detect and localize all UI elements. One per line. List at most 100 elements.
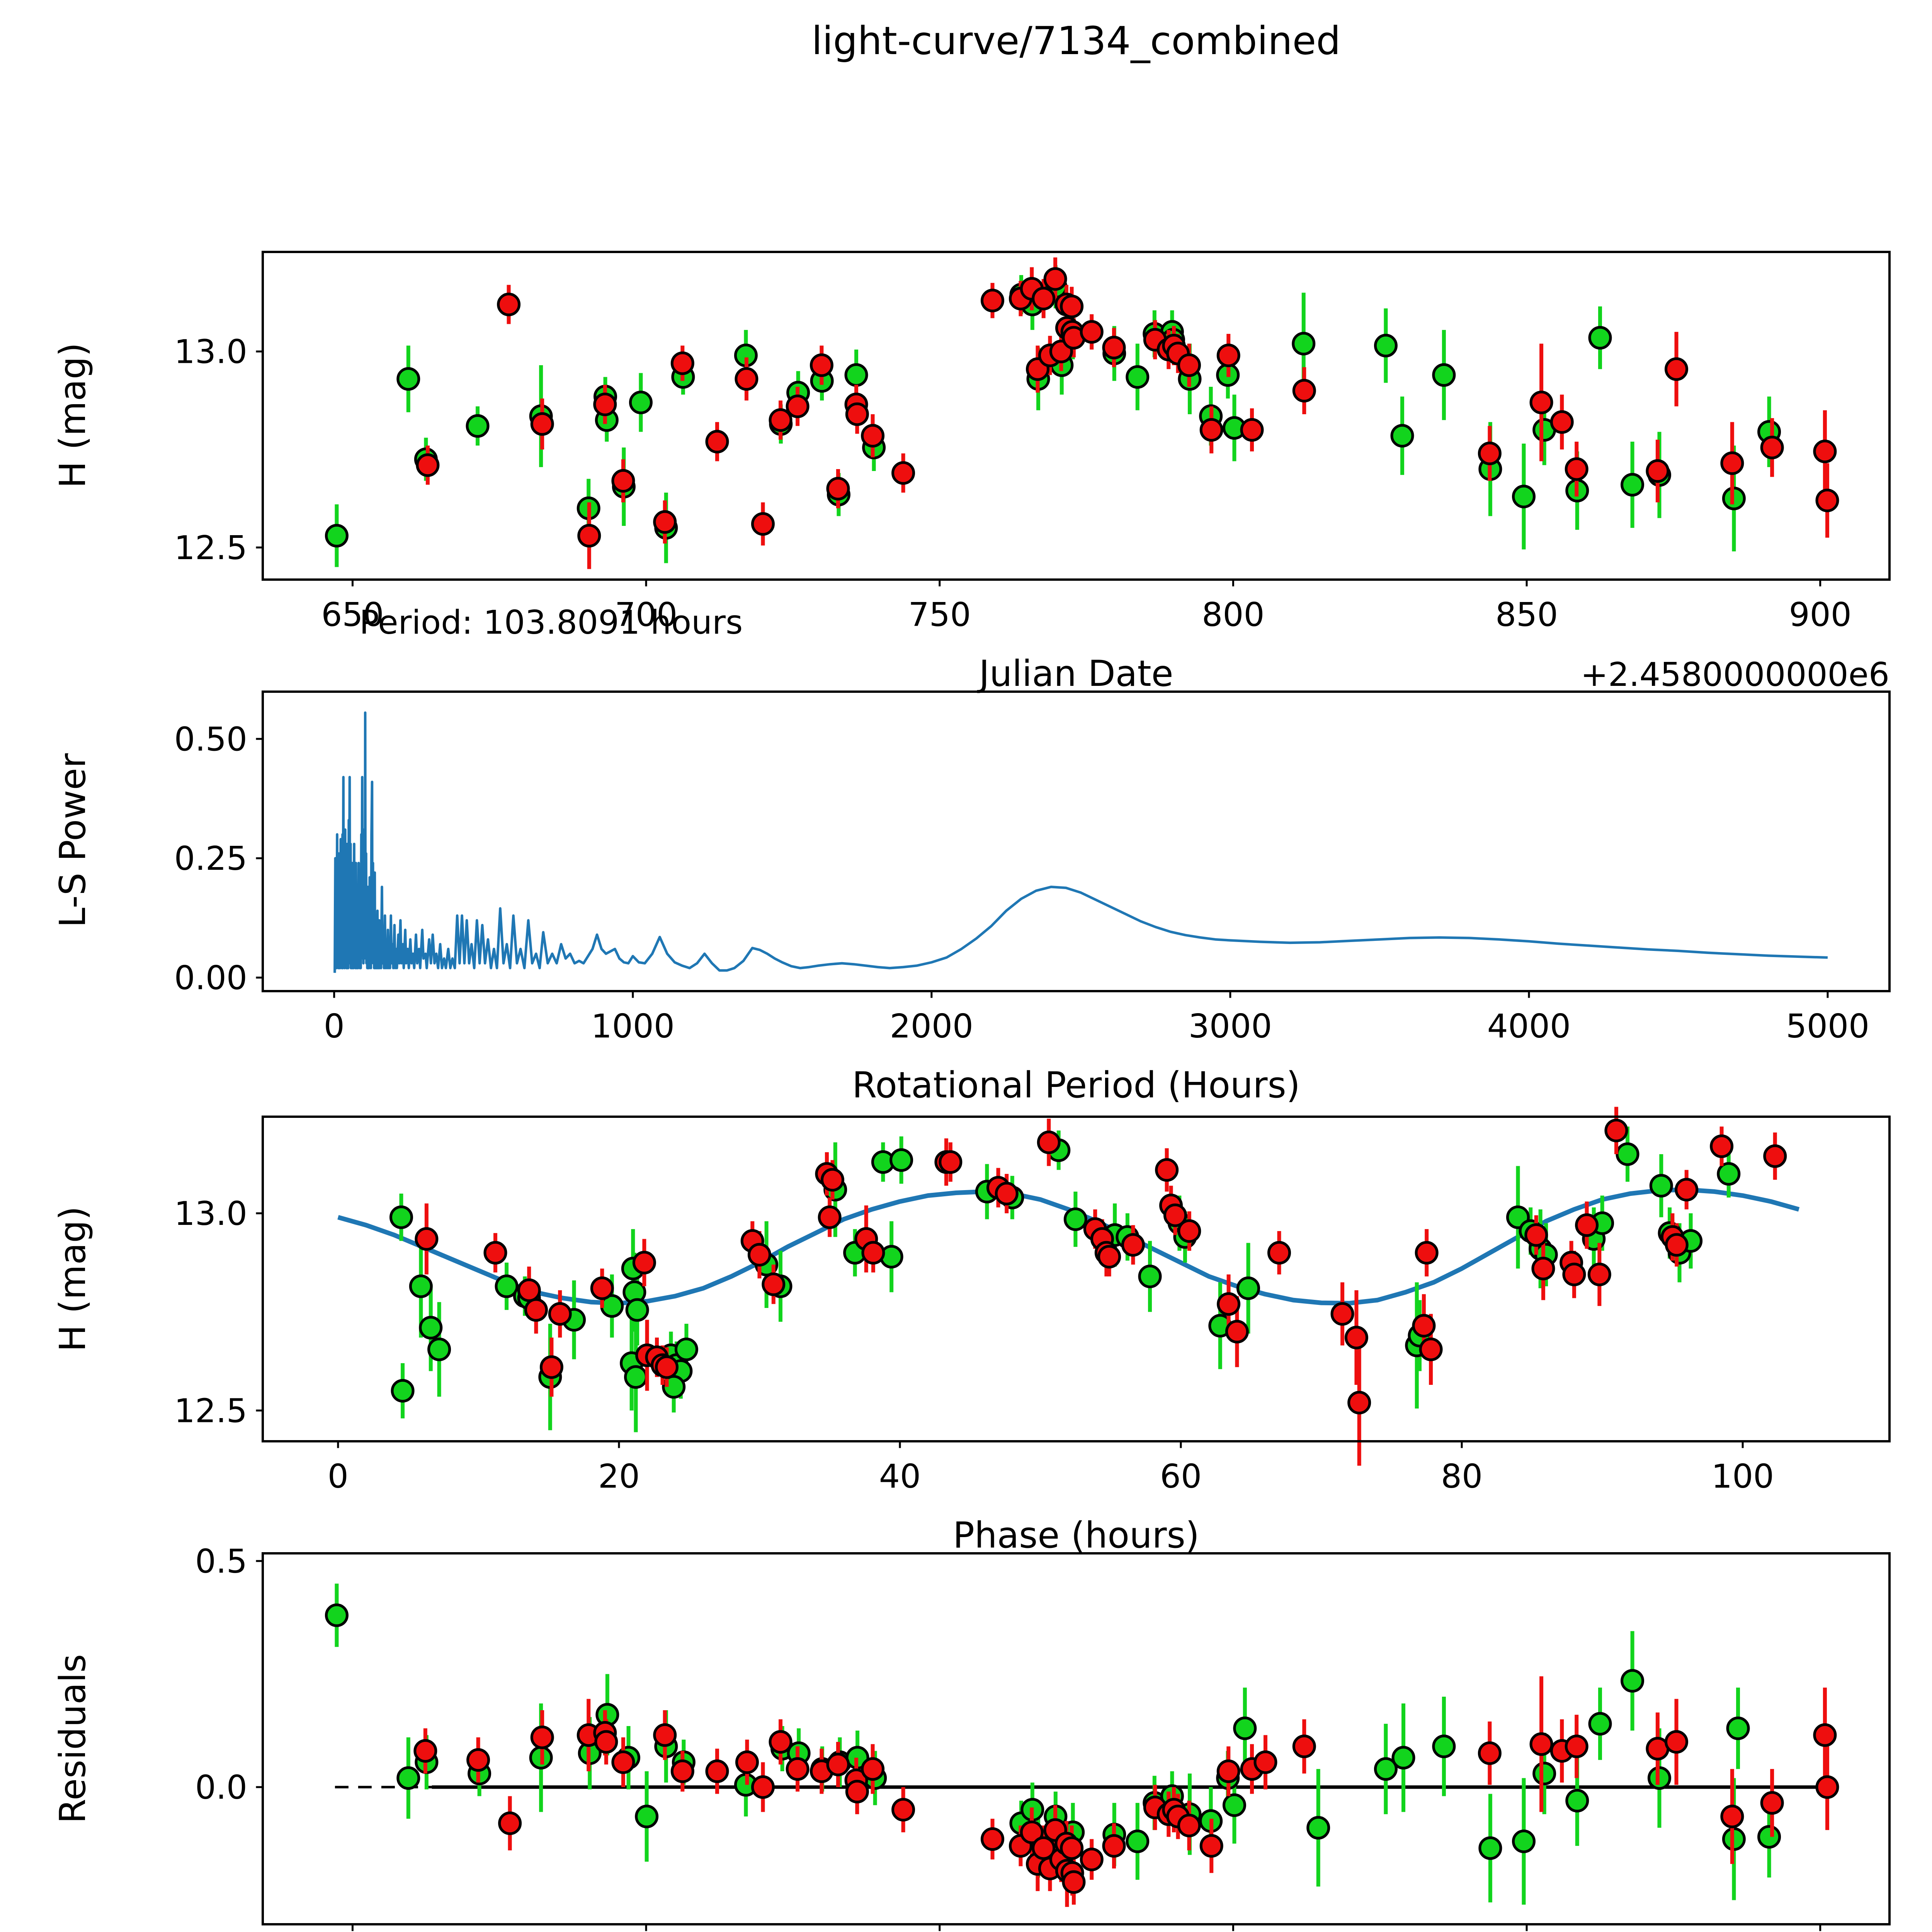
data-point [786,1757,810,1781]
data-point [939,1150,963,1174]
data-point [498,1811,522,1835]
periodogram-line [333,711,1828,973]
phase-xlabel: Phase (hours) [953,1514,1199,1556]
data-point [1588,1712,1612,1736]
y-tick-label: 0.5 [195,1543,247,1581]
data-point [611,1750,635,1774]
data-point [670,351,694,375]
data-point [497,293,521,316]
data-point [466,414,490,438]
data-point [1374,1757,1398,1781]
data-point [1710,1134,1734,1158]
data-point [1562,1262,1586,1286]
data-point [1347,1391,1371,1415]
axes-frame [262,1116,1891,1442]
data-point [891,1798,915,1821]
data-point [624,1365,648,1389]
data-point [594,1730,618,1754]
y-tick-label: 12.5 [174,529,247,567]
data-point [845,402,869,426]
data-point [653,1723,677,1747]
x-tick-label: 850 [1495,596,1558,634]
data-point [1199,1834,1223,1858]
y-tick-label: 0.00 [174,959,247,997]
data-point [1233,1716,1257,1740]
data-point [820,1168,844,1192]
data-point [539,1355,563,1379]
data-point [1292,332,1316,355]
data-point [1225,1320,1249,1344]
data-point [845,1780,869,1804]
data-point [1102,336,1126,360]
data-point [769,408,793,432]
data-point [1292,1735,1316,1759]
data-point [735,367,759,391]
data-point [1102,1834,1126,1858]
data-point [611,469,635,493]
y-tick-label: 13.0 [174,1195,247,1233]
data-point [1621,1669,1645,1693]
data-point [1240,418,1264,442]
data-point [1550,410,1574,434]
data-point [495,1274,519,1298]
data-point [1649,1174,1673,1198]
data-point [1621,473,1645,497]
x-tick-label: 800 [1202,596,1264,634]
data-point [1664,357,1688,381]
data-point [1565,457,1588,481]
data-point [1512,1829,1536,1853]
x-tick-label: 80 [1441,1458,1483,1496]
data-point [416,453,440,477]
data-point [1604,1119,1628,1143]
data-point [483,1241,507,1265]
data-point [810,353,833,377]
data-point [1432,363,1456,387]
data-point [1216,1759,1240,1783]
data-point [1126,1829,1150,1853]
panel-periodogram: 0 1000 2000 3000 4000 5000 0.00 0.25 0.50 [174,690,1891,1046]
period-annotation: Period: 103.8091 hours [359,604,743,642]
data-point [705,430,729,454]
x-tick-label: 5000 [1786,1007,1869,1046]
x-tick-label: 750 [908,596,971,634]
data-point [1060,1836,1084,1860]
data-point [1216,344,1240,367]
data-point [577,524,601,548]
x-tick-label: 40 [879,1458,921,1496]
data-point [762,1272,786,1296]
data-point [751,1775,775,1799]
y-tick-label: 0.50 [174,720,247,759]
data-point [325,1603,349,1627]
data-point [419,1316,443,1340]
data-point [1815,488,1839,512]
data-point [861,1241,885,1265]
data-point [1138,1264,1162,1288]
data-point [1478,1741,1502,1765]
y-tick-label: 0.25 [174,840,247,878]
lightcurve-xlabel: Julian Date [977,653,1173,694]
data-point [1575,1213,1599,1237]
data-point [1419,1337,1443,1361]
x-tick-label: 20 [598,1458,640,1496]
data-point [590,1276,614,1300]
data-point [413,1739,437,1763]
data-point [389,1205,413,1229]
data-point [1390,424,1414,448]
data-point [1163,1203,1187,1227]
data-point [861,1757,885,1781]
axes-frame [262,250,1891,581]
data-point [1032,287,1056,311]
x-tick-label: 1000 [591,1007,675,1046]
data-point [1616,1142,1639,1166]
data-point [655,1355,679,1379]
x-tick-label: 60 [1160,1458,1202,1496]
data-point [735,1750,759,1774]
x-tick-label: 0 [328,1458,349,1496]
data-point [391,1379,415,1403]
panel-residuals: 6507007508008509000.00.5 [195,1543,1891,1931]
data-point [1043,267,1067,291]
series-red [413,1676,1839,1907]
data-point [1757,1825,1781,1849]
data-point [1532,1762,1556,1786]
data-point [629,391,653,415]
